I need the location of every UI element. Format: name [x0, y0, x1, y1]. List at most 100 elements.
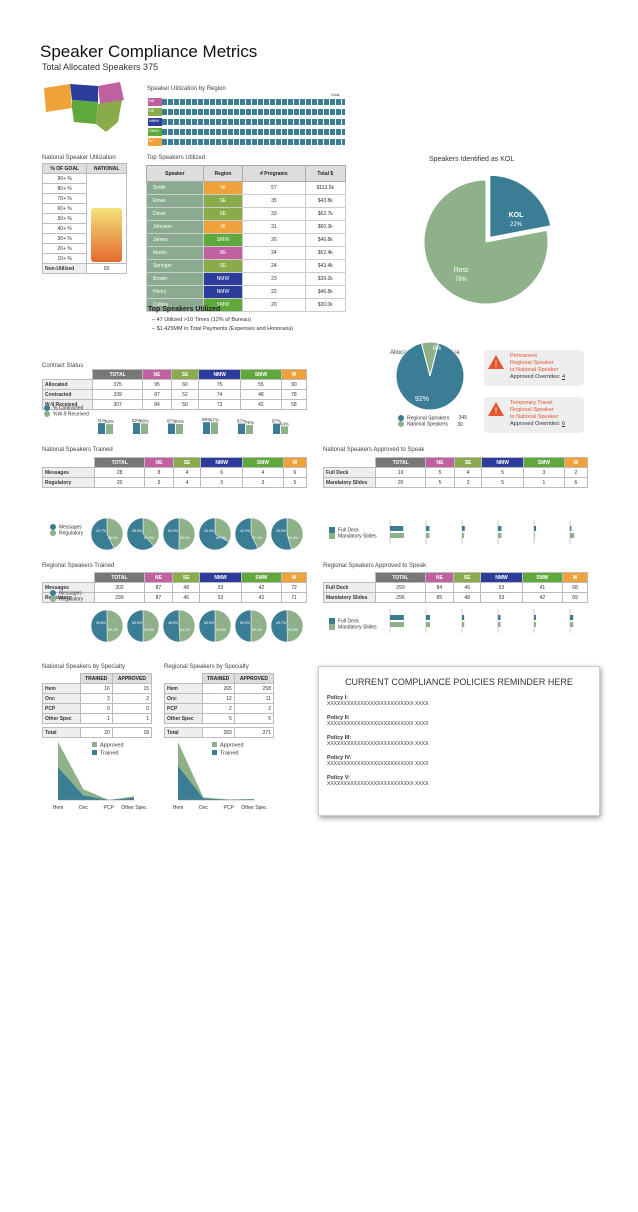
col-header: SE	[452, 572, 482, 583]
policy-text: XXXXXXXXXXXXXXXXXXXXXXXXXX XXXX	[327, 781, 429, 787]
pie-slice	[270, 517, 292, 551]
region-util-row: W	[148, 137, 345, 146]
col-header: NMW	[198, 369, 241, 380]
pie-slice	[270, 609, 288, 643]
col-header: TOTAL	[375, 572, 426, 583]
top10-row: Collins SMW 20 $30.0k	[146, 298, 347, 312]
policy-text: XXXXXXXXXXXXXXXXXXXXXXXXXX XXXX	[327, 701, 429, 707]
table-row: Hem 16 15	[42, 683, 153, 694]
col-header: SMW	[239, 369, 282, 380]
table-row: PCP 2 2	[164, 703, 275, 714]
mark-bar	[426, 622, 431, 627]
policy-text: XXXXXXXXXXXXXXXXXXXXXXXXXX XXXX	[327, 761, 429, 767]
mark-bar	[570, 622, 574, 627]
nss-title: National Speakers by Specialty	[42, 664, 126, 670]
contract-title: Contract Status	[42, 363, 84, 369]
warning-card-permanent: ! Permanent Regional Speaker to National S…	[484, 350, 584, 386]
goal-label: Goal	[331, 92, 340, 97]
nss-table: TRAINED APPROVED Hem 16 15 Onc 3 2 PCP 0 0 Other Sp…	[42, 673, 153, 738]
table-row: Regulatory 20 5 4 3 3 5	[42, 477, 308, 488]
level: 70+ %	[41, 193, 88, 204]
contract-bar	[246, 424, 253, 434]
pie-label: 50.2%	[108, 628, 118, 632]
geo-slice	[395, 342, 465, 411]
contract-bar-label: 82%	[105, 419, 114, 424]
mark-bar	[534, 526, 537, 531]
region-util-bars: NE SE NMW SMW W	[148, 97, 345, 147]
top10-row: Brown NMW 23 $39.2k	[146, 272, 347, 286]
legend-label: Approved	[220, 743, 244, 749]
table-row: Other Spec 5 5	[164, 713, 275, 724]
rst-table: TOTAL NE SE NMW SMW W Messages 302 87 48 53 42 72 Reg…	[42, 572, 307, 603]
nst-pies: 42.7%58.3% 38.5%61.5% 50.0%50.0% 33.3%66.7%…	[90, 517, 304, 551]
col-header: NE	[424, 572, 454, 583]
table-row: Hem 265 258	[164, 683, 275, 694]
x-tick: Other Spec	[241, 805, 267, 811]
top10-title: Top Speakers Utilized	[147, 155, 206, 161]
pie-slice	[198, 609, 216, 643]
level: 60+ %	[41, 203, 88, 214]
contract-bar	[203, 422, 210, 434]
rsa-table: TOTAL NE SE NMW SMW W Full Deck 293 84 46 53 41 68 Ma…	[323, 572, 588, 603]
national-util-title: National Speaker Utilization	[42, 155, 116, 161]
pie-label: 45.5%	[276, 529, 286, 533]
page-subtitle: Total Allocated Speakers 375	[42, 62, 159, 72]
legend-dot	[44, 411, 50, 418]
level: 50+ %	[41, 213, 88, 224]
level: 80+ %	[41, 183, 88, 194]
col-header: SMW	[240, 572, 283, 583]
area-approved	[58, 767, 134, 800]
mark-bar	[498, 622, 501, 627]
pie-slice	[90, 609, 108, 643]
header-goal: % OF GOAL	[41, 163, 88, 174]
geo-small-pct: 8%	[433, 346, 442, 352]
us-region-map	[44, 82, 124, 132]
contract-bar-label: 87%	[237, 419, 246, 424]
nst-table: TOTAL NE SE NMW SMW W Messages 28 8 4 6 4 6 Regulator…	[42, 457, 308, 488]
x-tick: Other Spec	[121, 805, 147, 811]
mark-bar	[498, 615, 501, 620]
table-row: Full Deck 293 84 46 53 41 68	[323, 582, 588, 593]
legend-label: Trained	[220, 751, 238, 757]
contract-bar	[133, 422, 140, 434]
col-header: NMW	[199, 572, 242, 583]
kol-pct: 22%	[510, 222, 523, 228]
table-row: W-9 Received 307 84 50 73 42 58	[42, 399, 308, 410]
level: 30+ %	[41, 233, 88, 244]
pie-slice	[286, 517, 304, 550]
national-util-table: % OF GOAL NATIONAL 90+ % 80+ % 70+ % 60+ …	[41, 163, 127, 274]
table-row: Messages 28 8 4 6 4 6	[42, 467, 308, 478]
col-header: NMW	[200, 457, 243, 468]
col-header: SE	[453, 457, 483, 468]
pie-slice	[250, 517, 268, 549]
table-row: Regulatory 299 87 46 53 42 71	[42, 592, 307, 603]
contract-bar	[168, 423, 175, 434]
pie-label: 58.3%	[108, 536, 118, 540]
area-approved	[178, 766, 254, 800]
col-header: W	[280, 369, 308, 380]
pie-label: 50.0%	[216, 628, 226, 632]
rsa-title: Regional Speakers Approved to Speak	[323, 563, 427, 569]
mark-bar	[426, 615, 430, 620]
top10-row: Henry NMW 22 $46.8k	[146, 285, 347, 299]
col-header: SE	[170, 369, 200, 380]
col-header: W	[563, 457, 589, 468]
mark-bar	[462, 615, 465, 620]
col-region: Region	[202, 165, 244, 182]
rsa-marks	[389, 609, 574, 633]
col-header: SE	[172, 457, 202, 468]
pie-label: 50.0%	[240, 621, 250, 625]
nsa-title: National Speakers Approved to Speak	[323, 447, 425, 453]
mark-bar	[462, 533, 465, 538]
mark-bar	[534, 622, 536, 627]
pie-slice	[162, 517, 180, 551]
contract-bar	[98, 423, 105, 434]
contract-bar-label: 87%	[167, 419, 176, 424]
contract-table: TOTAL NE SE NMW SMW W Allocated 375 95 60 75 55 90 Co…	[42, 369, 308, 410]
col-header: W	[562, 572, 588, 583]
pie-slice	[178, 609, 196, 643]
pie-slice	[198, 517, 230, 551]
table-row: Allocated 375 95 60 75 55 90	[42, 379, 308, 390]
top-bullet-1: – 47 Utilized >10 Times (12% of Bureau)	[152, 317, 251, 323]
pie-slice	[106, 609, 124, 643]
